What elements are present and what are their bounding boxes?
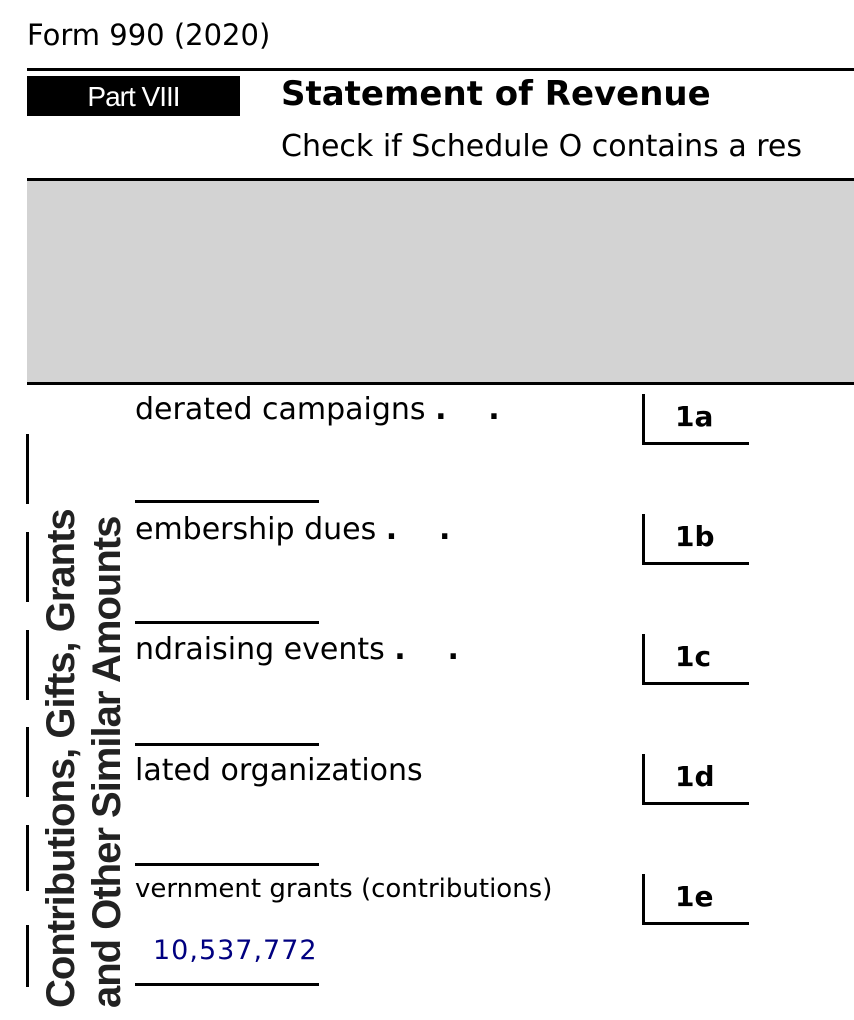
line-number: 1d [675,760,715,793]
row-label: vernment grants (contributions) [135,874,553,904]
entry-line [135,743,319,746]
entry-line [135,621,319,624]
part-label: Part VIII [27,76,240,116]
leader-dots: . . [385,512,451,547]
divider [27,68,854,71]
entry-line [135,983,319,986]
row-1d-text: lated organizations [135,753,423,788]
row-label: lated organizations [135,753,423,788]
section-side-label: Contributions, Gifts, Grants and Other S… [38,418,130,1008]
line-box-1d: 1d [642,754,749,805]
entry-line [135,500,319,503]
bracket-line [26,925,29,987]
side-label-line2: and Other Similar Amounts [85,516,129,1008]
row-label: ndraising events [135,632,385,667]
row-1e-text: vernment grants (contributions) [135,874,552,904]
government-grants-amount: 10,537,772 [153,935,318,966]
row-label: derated campaigns [135,392,426,427]
bracket-line [26,532,29,602]
line-box-1c: 1c [642,634,749,685]
part-title: Statement of Revenue [281,74,711,114]
row-1b-text: embership dues . . [135,512,450,547]
line-number: 1b [675,520,715,553]
bracket-line [26,825,29,891]
side-label-line1: Contributions, Gifts, Grants [39,509,83,1008]
line-number: 1a [675,400,714,433]
column-header-band [27,181,854,383]
bracket-line [26,434,29,504]
line-number: 1c [675,640,712,673]
form-title: Form 990 (2020) [27,18,271,52]
schedule-o-check-text: Check if Schedule O contains a res [281,129,803,164]
line-box-1a: 1a [642,394,749,445]
leader-dots: . . [435,392,500,427]
line-box-1b: 1b [642,514,749,565]
row-label: embership dues [135,512,377,547]
bracket-line [26,727,29,797]
leader-dots: . . [394,632,459,667]
divider [27,178,854,181]
row-1a-text: derated campaigns . . [135,392,500,427]
line-number: 1e [675,880,714,913]
bracket-line [26,630,29,700]
row-1c-text: ndraising events . . [135,632,459,667]
line-box-1e: 1e [642,874,749,925]
entry-line [135,863,319,866]
divider [27,382,854,385]
